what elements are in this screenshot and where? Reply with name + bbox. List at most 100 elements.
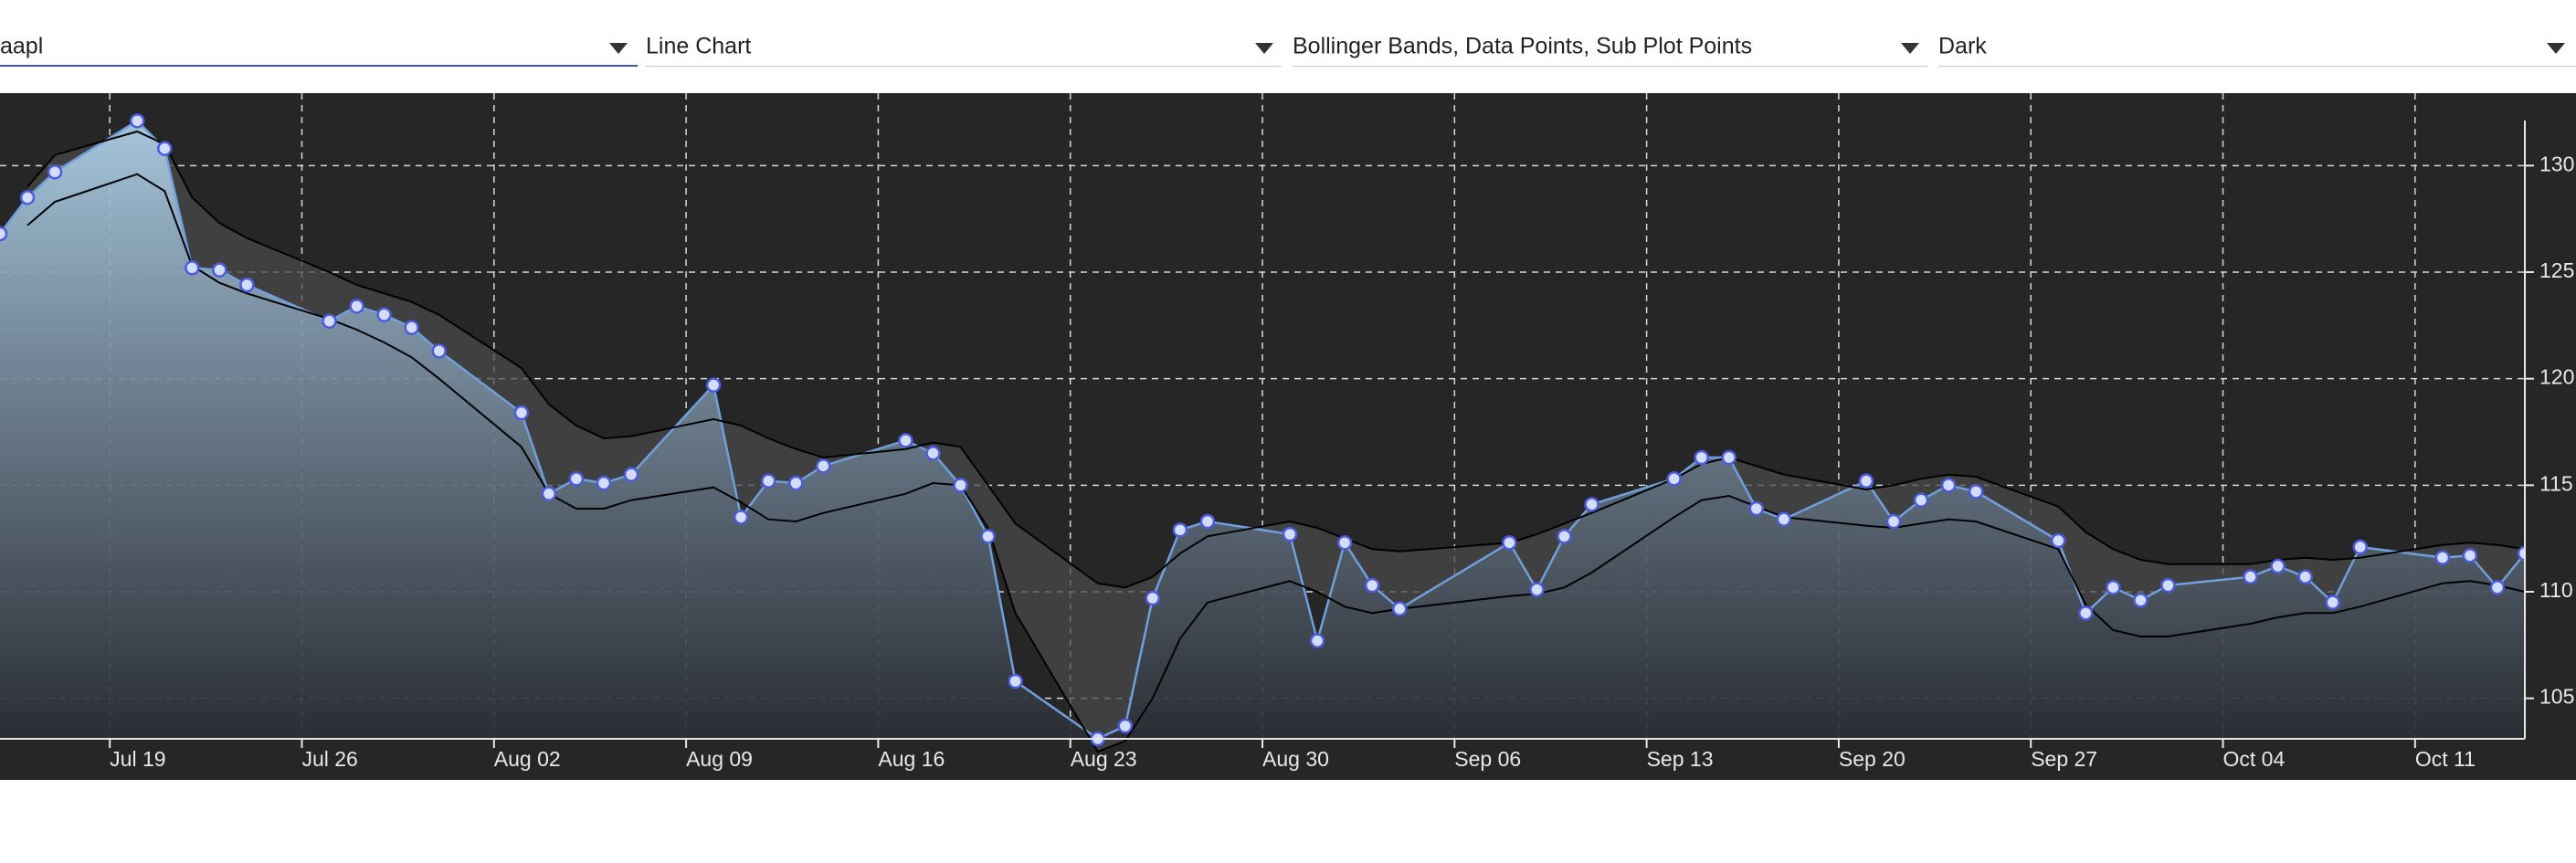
data-point [1391,601,1408,616]
data-point [2489,580,2506,595]
data-point [953,478,968,493]
data-point [705,377,722,393]
symbol-dropdown[interactable]: aapl [0,34,638,67]
data-point [376,307,392,322]
x-tick-label: Sep 06 [1454,747,1521,771]
data-point [212,262,227,278]
x-tick-label: Oct 04 [2223,747,2286,771]
dropdown-text: aapl [0,34,43,59]
data-point [1721,449,1737,466]
data-point [2297,569,2313,584]
y-tick-label: 115 [2539,471,2573,495]
data-point [1666,471,1682,487]
dropdown-underline [0,65,638,67]
data-point [1172,522,1188,538]
dropdown-underline [1938,66,2576,67]
x-tick-label: Oct 11 [2415,747,2476,771]
data-point [239,277,255,293]
data-point [19,190,36,205]
y-tick-label: 130 [2539,152,2574,175]
data-point [568,471,585,487]
data-point [157,141,173,156]
data-point [431,343,447,359]
chart-type-dropdown[interactable]: Line Chart [646,34,1282,67]
data-point [980,529,996,544]
overlays-dropdown[interactable]: Bollinger Bands, Data Points, Sub Plot P… [1293,34,1927,67]
data-point [1913,492,1929,508]
bollinger-lower [26,173,2525,753]
x-tick-label: Jul 26 [301,747,357,771]
x-tick-label: Aug 09 [686,747,753,771]
dropdown-text: Dark [1938,34,1987,59]
data-point [760,473,776,489]
dropdown-arrow [1255,43,1273,54]
data-point [623,467,639,482]
data-point [0,226,8,242]
data-point [1529,582,1545,597]
x-tick-label: Aug 16 [878,747,945,771]
data-point [1748,500,1765,517]
data-point [1008,673,1023,689]
x-tick-label: Sep 20 [1839,747,1906,771]
data-point [1364,577,1380,594]
data-point [1117,718,1134,734]
data-point [322,313,337,329]
data-point [788,475,804,491]
data-point [1145,590,1161,606]
data-point [2051,532,2066,549]
x-tick-label: Sep 13 [1647,747,1714,771]
dropdown-arrow [2547,43,2565,54]
x-tick-label: Aug 02 [494,747,561,771]
dropdown-arrow [609,43,628,54]
data-point [1199,513,1216,530]
data-point [733,510,749,525]
axes: Jul 19 Jul 26 Aug 02 Aug 09 Aug 16 Aug 23 Aug … [0,121,2574,771]
y-tick-label: 120 [2539,365,2574,389]
data-point [2243,569,2258,584]
y-tick-label: 125 [2539,258,2574,282]
data-point [129,113,145,129]
data-point [513,405,530,421]
x-tick-label: Aug 30 [1262,747,1329,771]
theme-dropdown[interactable]: Dark [1938,34,2576,67]
data-point [1557,529,1572,544]
plot-area [0,93,2525,753]
data-point [1282,526,1298,542]
data-point [185,260,200,276]
data-point [541,486,557,501]
data-point [1694,449,1709,466]
dropdown-arrow [1901,43,1919,54]
data-point [2517,545,2525,562]
data-point [349,299,364,314]
data-point [1502,535,1517,551]
data-point [47,164,63,180]
dropdown-text: Bollinger Bands, Data Points, Sub Plot P… [1293,34,1752,59]
data-point [1336,535,1353,551]
data-point [1885,513,1902,530]
data-point [898,433,913,448]
data-point [404,320,419,335]
data-point [2106,580,2121,595]
x-tick-label: Jul 19 [110,747,165,771]
data-point [1940,478,1957,493]
data-point [2462,548,2478,563]
data-point [2133,593,2148,608]
x-tick-label: Aug 23 [1071,747,1137,771]
data-point [2078,605,2094,621]
y-tick-label: 110 [2539,578,2573,602]
y-tick-label: 105 [2539,685,2574,709]
data-point [2325,595,2340,610]
data-point [1584,497,1599,512]
data-point [2160,577,2176,594]
dropdown-underline [1293,66,1927,67]
data-point [1968,484,1984,500]
data-point [2352,539,2368,555]
data-point [925,446,941,461]
x-tick-label: Sep 27 [2031,747,2097,771]
data-point [2270,558,2286,574]
data-point [816,458,831,474]
data-point [596,475,612,491]
dropdown-text: Line Chart [646,34,751,59]
data-point [2434,550,2451,565]
